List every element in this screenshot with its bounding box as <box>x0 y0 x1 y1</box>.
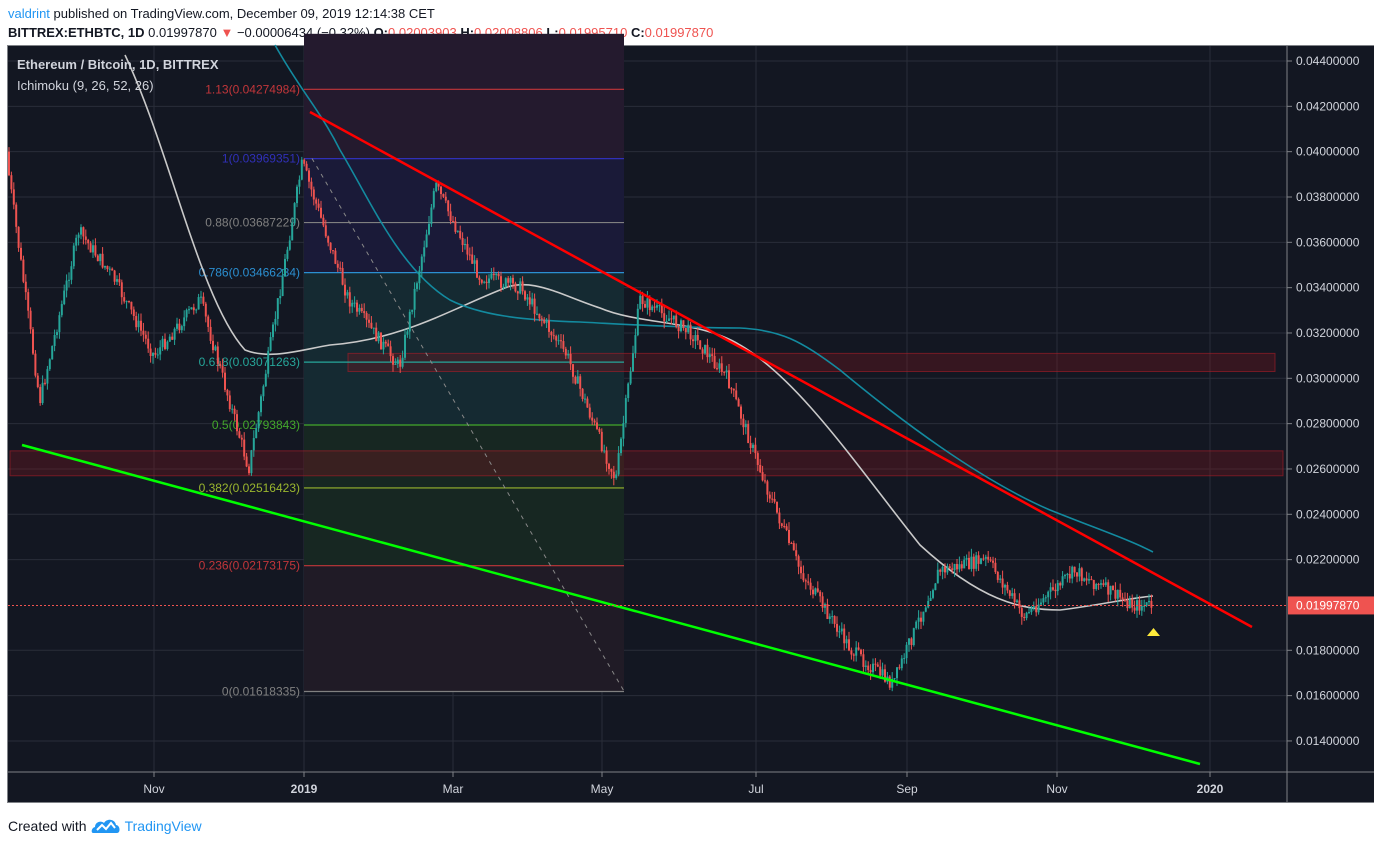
descending-resistance-line <box>309 110 1253 629</box>
triangle-down-icon: ▼ <box>220 25 234 40</box>
tradingview-link[interactable]: TradingView <box>124 818 202 834</box>
fibonacci-background <box>304 33 624 692</box>
triangle-up-icon <box>1147 628 1160 636</box>
fib-label: 0.88(0.03687229) <box>205 216 300 230</box>
y-tick-label: 0.04000000 <box>1296 145 1360 159</box>
fib-label: 0.786(0.03466234) <box>199 266 300 280</box>
trendlines <box>8 110 1287 766</box>
axes: 0.04400000 0.04200000 0.04000000 0.03800000… <box>8 46 1374 802</box>
x-tick-label: Jul <box>748 782 763 796</box>
footer: Created with TradingView <box>8 817 202 835</box>
fib-label: 0.382(0.02516423) <box>199 481 300 495</box>
publisher-link[interactable]: valdrint <box>8 6 50 21</box>
y-tick-label: 0.01400000 <box>1296 734 1360 748</box>
y-tick-label: 0.02800000 <box>1296 417 1360 431</box>
y-tick-label: 0.03600000 <box>1296 235 1360 249</box>
y-tick-label: 0.03000000 <box>1296 371 1360 385</box>
fib-label: 0.236(0.02173175) <box>199 559 300 573</box>
y-tick-label: 0.04200000 <box>1296 99 1360 113</box>
x-tick-label: May <box>591 782 614 796</box>
candlesticks <box>8 147 1153 692</box>
y-tick-label: 0.03800000 <box>1296 190 1360 204</box>
indicator-legend[interactable]: Ichimoku (9, 26, 52, 26) <box>17 78 154 93</box>
chart-grid <box>8 46 1287 772</box>
fib-label: 0.618(0.03071263) <box>199 355 300 369</box>
x-tick-label: Mar <box>443 782 464 796</box>
x-tick-label: Nov <box>143 782 164 796</box>
x-tick-label: Nov <box>1046 782 1067 796</box>
fib-label: 1.13(0.04274984) <box>205 82 300 96</box>
y-tick-label: 0.02200000 <box>1296 553 1360 567</box>
symbol-label: BITTREX:ETHBTC, 1D <box>8 25 145 40</box>
y-tick-label: 0.01800000 <box>1296 643 1360 657</box>
close-label: C: <box>630 25 645 40</box>
publish-info: valdrint published on TradingView.com, D… <box>8 6 435 21</box>
y-tick-label: 0.01600000 <box>1296 689 1360 703</box>
y-tick-label: 0.03200000 <box>1296 326 1360 340</box>
y-tick-label: 0.02400000 <box>1296 507 1360 521</box>
y-tick-label: 0.03400000 <box>1296 281 1360 295</box>
ichimoku-lines <box>124 44 1154 611</box>
fib-label: 0(0.01618335) <box>222 684 300 698</box>
tradingview-cloud-icon <box>91 819 120 833</box>
fib-label: 1(0.03969351) <box>222 152 300 166</box>
chart-title: Ethereum / Bitcoin, 1D, BITTREX <box>17 57 219 72</box>
fibonacci-levels: 1.13(0.04274984) 1(0.03969351) 0.88(0.0368… <box>199 82 625 698</box>
x-tick-label: 2020 <box>1197 782 1224 796</box>
svg-text:0.01997870: 0.01997870 <box>1296 598 1360 612</box>
current-price-badge <box>1288 596 1374 615</box>
zone-1 <box>9 450 1284 477</box>
published-text: published on TradingView.com, December 0… <box>53 6 435 21</box>
y-tick-label: 0.04400000 <box>1296 54 1360 68</box>
x-tick-label: Sep <box>896 782 918 796</box>
close-value: 0.01997870 <box>644 25 714 40</box>
support-resistance-zones <box>9 352 1284 477</box>
x-tick-label: 2019 <box>291 782 318 796</box>
descending-support-line <box>21 443 1201 766</box>
y-tick-label: 0.02600000 <box>1296 462 1360 476</box>
last-price: 0.01997870 <box>148 25 217 40</box>
created-with-label: Created with <box>8 818 87 834</box>
